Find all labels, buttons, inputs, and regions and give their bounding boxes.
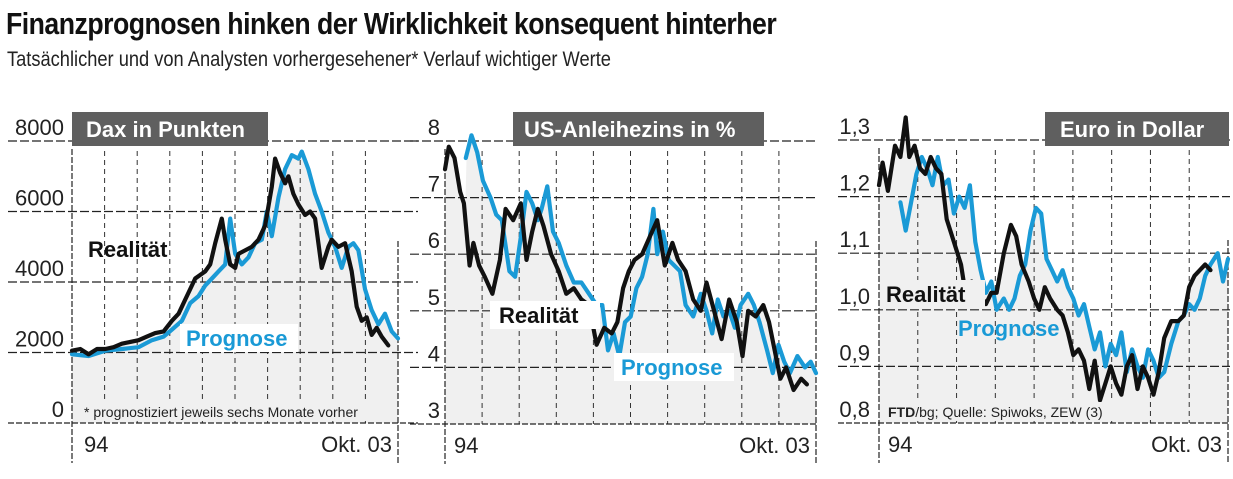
chart-title: US-Anleihezins in %	[524, 117, 735, 142]
legend-label-realitaet: Realität	[886, 282, 966, 307]
legend-label-prognose: Prognose	[186, 326, 287, 351]
vertical-gridlines	[104, 151, 366, 423]
x-tick-label-end: Okt. 03	[739, 433, 810, 458]
x-tick-label-start: 94	[888, 432, 912, 457]
source-note-brand: FTD	[888, 404, 915, 420]
chart-title: Euro in Dollar	[1060, 117, 1205, 142]
y-tick-label: 8000	[15, 115, 64, 140]
label-bg	[490, 301, 600, 329]
footnote: * prognostiziert jeweils sechs Monate vo…	[84, 404, 358, 420]
chart-2: 3 4 5 6 7 8 94 Okt. 03 US-Anleihezins in % Realit…	[410, 112, 819, 464]
page-subtitle: Tatsächlicher und von Analysten vorherge…	[7, 48, 611, 71]
y-tick-label: 8	[428, 115, 440, 140]
y-tick-label: 4000	[15, 256, 64, 281]
label-bg	[880, 280, 985, 308]
chart-title-badge	[1045, 112, 1229, 146]
y-tick-label: 1,1	[839, 227, 870, 252]
series-line-realitaet	[442, 144, 809, 393]
y-tick-label: 4	[428, 341, 440, 366]
y-tick-label: 0	[52, 397, 64, 422]
area-fill	[879, 121, 1228, 423]
y-tick-label: 2000	[15, 327, 64, 352]
label-bg	[180, 324, 298, 352]
legend-label-prognose: Prognose	[621, 355, 722, 380]
page-title: Finanzprognosen hinken der Wirklichkeit …	[6, 6, 777, 41]
chart-3: 0,8 0,9 1,0 1,1 1,2 1,3 94 Okt. 03 Euro in Dolla…	[838, 112, 1231, 463]
legend-label-prognose: Prognose	[958, 316, 1059, 341]
series-line-realitaet	[69, 156, 391, 357]
x-tick-label-end: Okt. 03	[321, 432, 392, 457]
source-note: FTD/bg; Quelle: Spiwoks, ZEW (3)	[888, 404, 1103, 420]
chart-title: Dax in Punkten	[86, 117, 245, 142]
chart-title-badge	[513, 112, 764, 146]
label-bg	[614, 353, 734, 381]
y-tick-label: 6	[428, 228, 440, 253]
y-tick-label: 5	[428, 285, 440, 310]
series-line-realitaet	[876, 115, 1213, 403]
x-tick-label-start: 94	[84, 432, 108, 457]
y-tick-label: 0,9	[839, 340, 870, 365]
y-tick-label: 3	[428, 398, 440, 423]
chart-1: 0 2000 4000 6000 8000 94 Okt. 03 Dax in Punkten…	[8, 112, 418, 463]
y-tick-label: 1,0	[839, 284, 870, 309]
legend-label-realitaet: Realität	[88, 237, 168, 262]
source-note-text: /bg; Quelle: Spiwoks, ZEW (3)	[915, 404, 1103, 420]
footnote-bg	[884, 402, 1120, 421]
series-line-prognose	[463, 133, 819, 376]
y-tick-label: 1,3	[839, 114, 870, 139]
footnote-bg	[80, 402, 370, 421]
y-tick-label: 7	[428, 172, 440, 197]
legend-label-realitaet: Realität	[499, 303, 579, 328]
chart-title-badge	[72, 112, 268, 146]
y-tick-label: 1,2	[839, 171, 870, 196]
y-tick-label: 6000	[15, 186, 64, 211]
series-line-prognose	[898, 154, 1231, 380]
x-tick-label-end: Okt. 03	[1151, 432, 1222, 457]
x-tick-label-start: 94	[454, 433, 478, 458]
y-tick-label: 0,8	[839, 397, 870, 422]
